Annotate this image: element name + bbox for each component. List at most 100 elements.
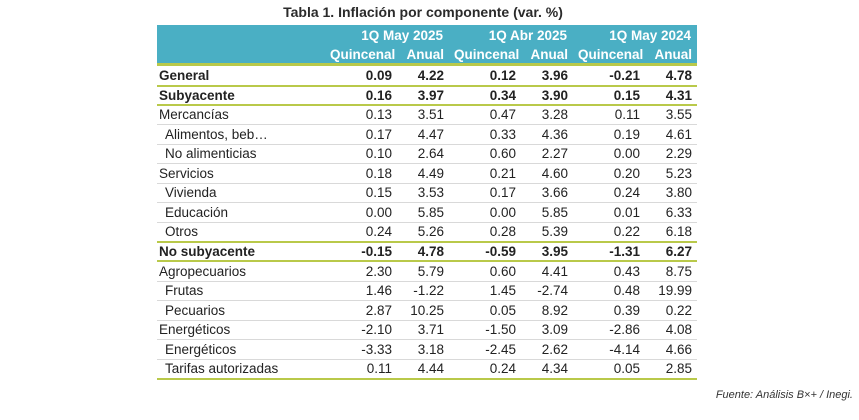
cell-value: 0.15 bbox=[573, 84, 646, 106]
cell-value: 4.36 bbox=[521, 124, 574, 145]
period-header: 1Q May 2025 bbox=[325, 25, 449, 45]
cell-value: 4.41 bbox=[521, 261, 574, 282]
cell-value: 4.60 bbox=[521, 163, 574, 184]
cell-value: 4.78 bbox=[645, 63, 698, 86]
cell-value: 0.17 bbox=[449, 183, 521, 203]
row-label: No alimenticias bbox=[157, 144, 325, 164]
cell-value: 3.18 bbox=[397, 339, 449, 360]
cell-value: 0.18 bbox=[325, 163, 397, 184]
cell-value: 5.23 bbox=[645, 163, 698, 184]
header-blank bbox=[157, 45, 325, 65]
row-label: Educación bbox=[157, 202, 325, 223]
period-header: 1Q May 2024 bbox=[573, 25, 698, 45]
cell-value: 0.19 bbox=[573, 124, 646, 145]
row-label: Energéticos bbox=[157, 339, 325, 360]
row-label: Alimentos, beb… bbox=[157, 124, 325, 145]
cell-value: 4.22 bbox=[397, 63, 449, 86]
row-label: General bbox=[157, 63, 325, 86]
cell-value: 8.75 bbox=[645, 261, 698, 282]
cell-value: 0.00 bbox=[449, 202, 521, 223]
cell-value: 1.45 bbox=[449, 281, 521, 301]
cell-value: 0.60 bbox=[449, 144, 521, 164]
cell-value: -1.31 bbox=[573, 241, 646, 262]
table-row: No subyacente -0.15 4.78 -0.59 3.95 -1.3… bbox=[157, 241, 698, 262]
subheader-anual: Anual bbox=[645, 45, 698, 65]
row-label: Frutas bbox=[157, 281, 325, 301]
period-header-row: 1Q May 2025 1Q Abr 2025 1Q May 2024 bbox=[157, 25, 698, 45]
table-row: Alimentos, beb… 0.17 4.47 0.33 4.36 0.19… bbox=[157, 124, 698, 145]
cell-value: 0.22 bbox=[573, 222, 646, 243]
cell-value: 0.48 bbox=[573, 281, 646, 301]
table-row: No alimenticias 0.10 2.64 0.60 2.27 0.00… bbox=[157, 144, 698, 164]
cell-value: 0.20 bbox=[573, 163, 646, 184]
cell-value: 3.96 bbox=[521, 63, 574, 86]
cell-value: 5.79 bbox=[397, 261, 449, 282]
cell-value: 3.66 bbox=[521, 183, 574, 203]
cell-value: 3.71 bbox=[397, 320, 449, 340]
cell-value: 5.85 bbox=[521, 202, 574, 223]
cell-value: 0.09 bbox=[325, 63, 397, 86]
cell-value: 0.00 bbox=[573, 144, 646, 164]
cell-value: 0.13 bbox=[325, 104, 397, 125]
cell-value: 5.85 bbox=[397, 202, 449, 223]
cell-value: -4.14 bbox=[573, 339, 646, 360]
cell-value: 4.08 bbox=[645, 320, 698, 340]
header-blank bbox=[157, 25, 325, 45]
cell-value: 0.34 bbox=[449, 84, 521, 106]
cell-value: 19.99 bbox=[645, 281, 698, 301]
cell-value: 0.43 bbox=[573, 261, 646, 282]
cell-value: 4.78 bbox=[397, 241, 449, 262]
cell-value: 0.11 bbox=[325, 359, 397, 380]
cell-value: 0.12 bbox=[449, 63, 521, 86]
cell-value: 0.24 bbox=[449, 359, 521, 380]
cell-value: 0.24 bbox=[325, 222, 397, 243]
cell-value: 0.47 bbox=[449, 104, 521, 125]
cell-value: 6.18 bbox=[645, 222, 698, 243]
row-label: Agropecuarios bbox=[157, 261, 325, 282]
cell-value: -0.59 bbox=[449, 241, 521, 262]
subheader-anual: Anual bbox=[521, 45, 574, 65]
cell-value: 0.33 bbox=[449, 124, 521, 145]
row-label: No subyacente bbox=[157, 241, 325, 262]
cell-value: 2.64 bbox=[397, 144, 449, 164]
cell-value: 3.97 bbox=[397, 84, 449, 106]
row-label: Servicios bbox=[157, 163, 325, 184]
row-label: Energéticos bbox=[157, 320, 325, 340]
cell-value: 4.44 bbox=[397, 359, 449, 380]
cell-value: 0.16 bbox=[325, 84, 397, 106]
cell-value: -3.33 bbox=[325, 339, 397, 360]
cell-value: 10.25 bbox=[397, 300, 449, 321]
cell-value: 1.46 bbox=[325, 281, 397, 301]
cell-value: 2.87 bbox=[325, 300, 397, 321]
table-row: Mercancías 0.13 3.51 0.47 3.28 0.11 3.55 bbox=[157, 104, 698, 125]
cell-value: -0.15 bbox=[325, 241, 397, 262]
cell-value: 5.26 bbox=[397, 222, 449, 243]
row-label: Mercancías bbox=[157, 104, 325, 125]
cell-value: 0.01 bbox=[573, 202, 646, 223]
cell-value: -0.21 bbox=[573, 63, 646, 86]
cell-value: 4.34 bbox=[521, 359, 574, 380]
subheader-quincenal: Quincenal bbox=[573, 45, 646, 65]
subheader-row: Quincenal Anual Quincenal Anual Quincena… bbox=[157, 45, 698, 65]
table-row: Pecuarios 2.87 10.25 0.05 8.92 0.39 0.22 bbox=[157, 300, 698, 321]
row-label: Tarifas autorizadas bbox=[157, 359, 325, 380]
cell-value: 0.15 bbox=[325, 183, 397, 203]
cell-value: -1.50 bbox=[449, 320, 521, 340]
subheader-anual: Anual bbox=[397, 45, 449, 65]
table-row: General 0.09 4.22 0.12 3.96 -0.21 4.78 bbox=[157, 63, 698, 86]
cell-value: 2.30 bbox=[325, 261, 397, 282]
cell-value: 2.29 bbox=[645, 144, 698, 164]
cell-value: 4.49 bbox=[397, 163, 449, 184]
cell-value: -2.45 bbox=[449, 339, 521, 360]
cell-value: -1.22 bbox=[397, 281, 449, 301]
cell-value: 0.60 bbox=[449, 261, 521, 282]
cell-value: 8.92 bbox=[521, 300, 574, 321]
cell-value: 0.10 bbox=[325, 144, 397, 164]
inflation-table: 1Q May 2025 1Q Abr 2025 1Q May 2024 Quin… bbox=[157, 25, 698, 380]
cell-value: 4.61 bbox=[645, 124, 698, 145]
cell-value: 2.27 bbox=[521, 144, 574, 164]
row-label: Subyacente bbox=[157, 84, 325, 106]
cell-value: 0.05 bbox=[449, 300, 521, 321]
row-label: Pecuarios bbox=[157, 300, 325, 321]
cell-value: 6.33 bbox=[645, 202, 698, 223]
